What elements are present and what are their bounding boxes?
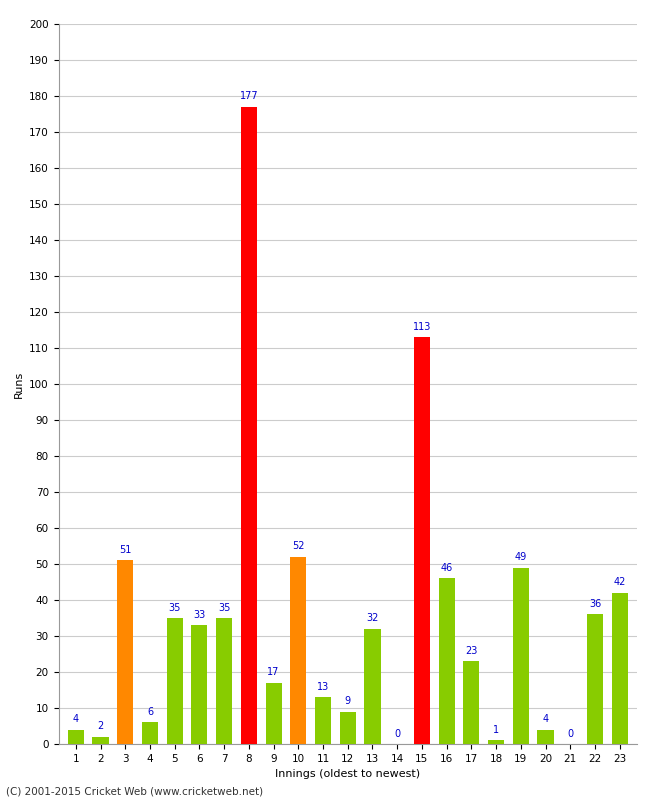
Bar xyxy=(414,337,430,744)
X-axis label: Innings (oldest to newest): Innings (oldest to newest) xyxy=(275,770,421,779)
Text: 13: 13 xyxy=(317,682,329,692)
Text: 49: 49 xyxy=(515,552,527,562)
Text: 177: 177 xyxy=(240,91,258,102)
Text: 42: 42 xyxy=(614,578,626,587)
Text: 23: 23 xyxy=(465,646,478,656)
Text: 32: 32 xyxy=(367,614,379,623)
Bar xyxy=(191,626,207,744)
Bar xyxy=(488,741,504,744)
Bar xyxy=(365,629,380,744)
Text: 52: 52 xyxy=(292,542,305,551)
Text: 36: 36 xyxy=(589,599,601,609)
Text: 0: 0 xyxy=(567,729,573,738)
Bar xyxy=(612,593,628,744)
Text: 35: 35 xyxy=(218,602,230,613)
Y-axis label: Runs: Runs xyxy=(14,370,23,398)
Text: 113: 113 xyxy=(413,322,431,332)
Text: (C) 2001-2015 Cricket Web (www.cricketweb.net): (C) 2001-2015 Cricket Web (www.cricketwe… xyxy=(6,786,264,796)
Bar xyxy=(439,578,454,744)
Bar xyxy=(142,722,158,744)
Text: 6: 6 xyxy=(147,707,153,717)
Bar xyxy=(291,557,306,744)
Text: 1: 1 xyxy=(493,725,499,735)
Bar xyxy=(68,730,84,744)
Text: 33: 33 xyxy=(193,610,205,620)
Bar xyxy=(241,106,257,744)
Text: 9: 9 xyxy=(344,696,351,706)
Text: 2: 2 xyxy=(98,722,103,731)
Bar xyxy=(117,560,133,744)
Bar xyxy=(166,618,183,744)
Bar xyxy=(315,697,331,744)
Text: 17: 17 xyxy=(267,667,280,678)
Text: 4: 4 xyxy=(73,714,79,724)
Bar xyxy=(538,730,554,744)
Bar xyxy=(513,567,529,744)
Text: 46: 46 xyxy=(441,563,453,573)
Bar xyxy=(216,618,232,744)
Bar xyxy=(463,661,480,744)
Text: 4: 4 xyxy=(543,714,549,724)
Text: 35: 35 xyxy=(168,602,181,613)
Text: 51: 51 xyxy=(119,545,131,555)
Text: 0: 0 xyxy=(394,729,400,738)
Bar xyxy=(340,712,356,744)
Bar xyxy=(266,682,281,744)
Bar xyxy=(587,614,603,744)
Bar xyxy=(92,737,109,744)
